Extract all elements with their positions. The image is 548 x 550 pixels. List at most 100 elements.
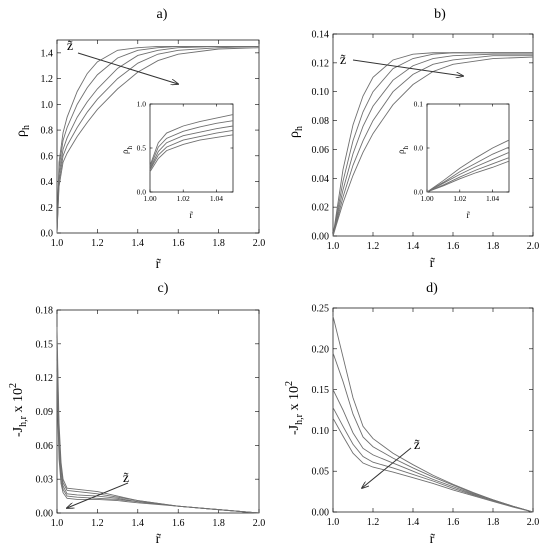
panel-a-x-axis-label: r̃ <box>156 257 162 272</box>
panel-a-inset-xtick-label: 1.02 <box>177 194 190 203</box>
panel-d-x-axis-label: r̃ <box>430 532 436 547</box>
panel-d-y-axis-label: -Jh,r x 102 <box>284 381 305 435</box>
panel-d-label: d) <box>426 281 438 296</box>
panel-a-inset-ytick-label: 1.0 <box>137 100 147 109</box>
panel-b-ytick-label: 0.14 <box>312 30 330 41</box>
panel-d-series-2-line <box>332 352 534 513</box>
panel-b-frame <box>332 33 534 237</box>
panel-b-inset-series-1-line <box>426 139 510 193</box>
panel-c-xtick-label: 2.0 <box>253 518 266 529</box>
panel-b-ytick-label: 0.00 <box>312 232 330 243</box>
panel-d-series-4-line <box>332 407 534 513</box>
panel-c-frame <box>56 309 260 514</box>
panel-a-inset-series-2-line <box>149 120 234 168</box>
panel-b-xtick-label: 1.2 <box>367 241 380 252</box>
panel-a-series-3-line <box>56 45 259 234</box>
panel-b-inset-x-axis-label: r̃ <box>467 210 471 220</box>
panel-c-ytick-label: 0.06 <box>36 441 54 452</box>
panel-d-xtick-label: 1.8 <box>487 517 500 528</box>
panel-b-series-2-line <box>332 52 533 237</box>
panel-b-inset: 1.00 1.02 1.04 0.0 0.0 0.1 ρh r̃ <box>396 100 510 220</box>
panel-d-series-3-line <box>332 389 534 513</box>
panel-b: 1.0 1.2 1.4 1.6 1.8 2.0 0.00 0.02 0.04 0.06 0.08 0.… <box>287 7 539 271</box>
panel-d: 1.0 1.2 1.4 1.6 1.8 2.0 0.00 0.05 0.10 0.15 0.20 0.… <box>284 281 539 547</box>
panel-b-xtick-label: 1.8 <box>487 241 500 252</box>
panel-c-series-3-line <box>56 349 260 514</box>
panel-c-xtick-label: 1.6 <box>172 518 185 529</box>
panel-b-x-axis-label: r̃ <box>430 256 436 271</box>
panel-c-x-axis-label: r̃ <box>156 532 162 547</box>
panel-a-ytick-label: 1.0 <box>41 100 54 111</box>
panel-d-ytick-label: 0.05 <box>312 467 330 478</box>
panel-a-xtick-label: 1.6 <box>172 238 185 249</box>
panel-c-label: c) <box>158 281 169 296</box>
panel-a-label: a) <box>157 7 168 22</box>
panel-a-xtick-label: 1.2 <box>91 238 104 249</box>
panel-c-xtick-label: 1.8 <box>212 518 225 529</box>
panel-a-inset-x-axis-label: r̃ <box>190 210 194 220</box>
panel-a-inset-series-3-line <box>149 125 234 170</box>
panel-b-inset-y-axis-label: ρh <box>396 146 410 155</box>
panel-c-xtick-label: 1.0 <box>51 518 64 529</box>
panel-b-inset-xtick-label: 1.02 <box>453 194 466 203</box>
panel-d-annotation: z̃ <box>414 438 420 453</box>
panel-c-y-axis-label: -Jh,r x 102 <box>8 383 29 437</box>
panel-a-annotation: z̃ <box>67 39 73 54</box>
panel-a-ytick-label: 0.6 <box>41 151 54 162</box>
panel-b-xtick-label: 2.0 <box>527 241 540 252</box>
panel-a-inset-ytick-label: 0.5 <box>137 144 147 153</box>
panel-c-annotation: z̃ <box>123 471 129 486</box>
panel-b-inset-series-3-line <box>426 151 510 193</box>
panel-d-xtick-label: 1.2 <box>367 517 380 528</box>
panel-d-ytick-label: 0.00 <box>312 508 330 519</box>
panel-a-inset-series-1-line <box>149 114 234 166</box>
panel-d-ytick-label: 0.20 <box>312 344 330 355</box>
panel-b-series-4-line <box>332 55 533 237</box>
panel-a-xtick-label: 2.0 <box>253 238 266 249</box>
panel-b-series-5-line <box>332 56 534 237</box>
panel-b-ytick-label: 0.02 <box>312 203 330 214</box>
panel-b-y-axis-label: ρh <box>287 126 305 138</box>
panel-a-xtick-label: 1.8 <box>212 238 225 249</box>
panel-b-xtick-label: 1.4 <box>407 241 420 252</box>
panel-a-inset-series-4-line <box>149 129 234 171</box>
panel-b-inset-ytick-label: 0.0 <box>414 188 424 197</box>
panel-a-ytick-label: 1.2 <box>41 74 54 85</box>
panel-d-xtick-label: 1.0 <box>327 517 340 528</box>
panel-b-inset-xtick-label: 1.04 <box>486 194 499 203</box>
panel-a-inset-xtick-label: 1.00 <box>143 194 156 203</box>
panel-c-ytick-label: 0.00 <box>36 509 54 520</box>
panel-b-inset-ytick-label: 0.0 <box>414 144 424 153</box>
panel-d-xtick-label: 1.6 <box>447 517 460 528</box>
panel-d-xtick-label: 1.4 <box>407 517 420 528</box>
panel-a-trend-arrow <box>77 52 178 84</box>
panel-b-ytick-label: 0.06 <box>312 145 330 156</box>
panel-c-series-1-line <box>56 326 260 514</box>
panel-d-ytick-label: 0.15 <box>312 385 330 396</box>
panel-d-frame <box>332 307 534 513</box>
panel-b-annotation: z̃ <box>340 53 346 68</box>
panel-a-inset-y-axis-label: ρh <box>120 146 134 155</box>
panel-a-series-2-line <box>56 45 259 234</box>
panel-a-series-5-line <box>56 47 260 234</box>
panel-a-ytick-label: 0.4 <box>41 177 54 188</box>
panel-b-inset-xtick-label: 1.00 <box>420 194 433 203</box>
panel-d-series-5-line <box>332 417 534 513</box>
panel-b-ytick-label: 0.10 <box>312 87 330 98</box>
panel-a-ytick-label: 0.0 <box>41 229 54 240</box>
panel-a-ytick-label: 0.8 <box>41 126 54 137</box>
panel-b-xtick-label: 1.0 <box>327 241 340 252</box>
panel-c-series-2-line <box>56 338 260 514</box>
panel-c-ytick-label: 0.12 <box>36 373 54 384</box>
panel-a-ytick-label: 1.4 <box>41 48 54 59</box>
panel-b-ytick-label: 0.08 <box>312 116 330 127</box>
panel-a-inset-background <box>150 104 233 192</box>
panel-b-ytick-label: 0.12 <box>312 58 330 69</box>
panel-b-inset-series-2-line <box>426 146 510 193</box>
panel-b-inset-series-4-line <box>426 157 510 193</box>
panel-c-xtick-label: 1.4 <box>132 518 145 529</box>
panel-b-label: b) <box>434 7 446 22</box>
panel-d-xtick-label: 2.0 <box>527 517 540 528</box>
panel-a-inset-ytick-label: 0.0 <box>137 188 147 197</box>
panel-c: 1.0 1.2 1.4 1.6 1.8 2.0 0.00 0.03 0.06 0.09 0.12 0.… <box>8 281 265 547</box>
